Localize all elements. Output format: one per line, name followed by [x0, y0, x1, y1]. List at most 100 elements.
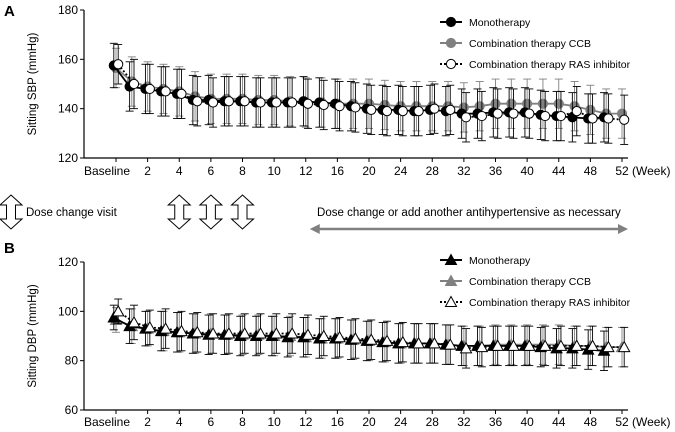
dose-change-or-add-label: Dose change or add another antihypertens…: [317, 207, 621, 219]
panel-b-data-point: [254, 326, 267, 339]
panel-a-data-point: [492, 108, 503, 119]
panel-a-data-point: [350, 102, 361, 113]
panel-b-data-point: [190, 325, 204, 338]
panel-b-data-point: [459, 341, 473, 354]
panel-a-data-point: [603, 113, 614, 124]
panel-b-x-tick-label: Baseline: [84, 415, 130, 429]
panel-a-data-point: [239, 96, 250, 107]
panel-a-data-point: [397, 106, 408, 117]
panel-a-y-axis-label: Sitting SBP (mmHg): [27, 32, 39, 135]
panel-b-legend-label: Combination therapy RAS inhibitor: [469, 297, 631, 309]
dose-change-legend-arrow-icon: [0, 194, 24, 230]
dose-change-arrow-icon: [198, 194, 224, 230]
panel-a-x-tick-label: 44: [552, 164, 566, 178]
dose-change-arrow-icon: [230, 194, 255, 230]
panel-b-x-tick-label: 10: [267, 415, 281, 429]
panel-a-letter: A: [4, 3, 15, 20]
dose-change-annotations: Dose change visit Dose change or add anot…: [0, 194, 628, 234]
panel-b-data-point: [522, 339, 536, 351]
panel-b-data-point: [285, 326, 299, 339]
panel-b-y-tick-label: 100: [58, 304, 78, 318]
panel-a-data-point: [460, 112, 472, 123]
panel-b-data-point: [412, 336, 425, 349]
panel-a-data-point: [223, 96, 234, 107]
panel-a-data-point: [207, 97, 219, 108]
panel-b-x-tick-label: 6: [208, 415, 215, 429]
panel-a-data-point: [176, 88, 187, 99]
panel-b-data-point: [111, 304, 125, 317]
panel-a-chart: A 120 140 160 180 Sitting SBP (mmHg) Baseline 2…: [4, 3, 670, 178]
dose-change-visit-label: Dose change visit: [26, 207, 118, 219]
panel-b-data-point: [475, 340, 489, 353]
panel-b-data-point: [333, 330, 346, 343]
panel-a-data-point: [144, 83, 155, 95]
panel-b-data-point: [570, 339, 584, 351]
panel-b-data-point: [143, 320, 157, 333]
panel-b-legend-label: Monotherapy: [469, 255, 531, 267]
panel-b-x-unit: (Week): [632, 415, 670, 429]
panel-a-legend-label: Combination therapy RAS inhibitor: [469, 59, 631, 71]
panel-b-y-tick-label: 60: [65, 403, 79, 417]
panel-b-data-point: [443, 338, 457, 350]
panel-b-data-point: [107, 310, 121, 323]
panel-a-data-point: [366, 104, 377, 116]
panel-b-data-point: [238, 326, 252, 339]
panel-b-legend-marker: [444, 295, 458, 307]
panel-a-data-point: [318, 99, 329, 111]
panel-b-x-tick-label: 20: [362, 415, 376, 429]
panel-b-data-point: [507, 339, 520, 351]
panel-a-x-tick-label: 28: [426, 164, 440, 178]
panel-b-x-tick-label: 44: [552, 415, 566, 429]
panel-a-x-tick-label: 52: [615, 164, 629, 178]
panel-a-y-tick-label: 180: [58, 3, 78, 17]
panel-a-x-tick-label: 36: [489, 164, 503, 178]
panel-a-series-2: [113, 44, 630, 145]
panel-a-data-point: [445, 104, 456, 116]
panel-a-data-point: [537, 98, 549, 109]
panel-b-legend-marker: [444, 253, 458, 265]
panel-a-data-point: [128, 78, 140, 90]
panel-a-legend-marker: [445, 58, 457, 70]
panel-b-y-tick-label: 120: [58, 255, 78, 269]
panel-a-data-point: [555, 110, 567, 122]
panel-a-x-tick-label: 40: [520, 164, 534, 178]
panel-a-x-tick-label: 10: [267, 164, 281, 178]
panel-a-data-point: [524, 108, 535, 119]
panel-a-data-point: [271, 97, 282, 108]
panel-b-x-tick-label: 2: [144, 415, 151, 429]
panel-b-data-point: [617, 340, 631, 353]
dose-change-arrow-icon: [166, 194, 192, 230]
panel-a-data-point: [192, 96, 203, 107]
panel-a-data-point: [506, 98, 517, 109]
panel-a-y-tick-label: 120: [58, 151, 78, 165]
panel-b-x-tick-label: 32: [457, 415, 471, 429]
panel-b-y-axis-label: Sitting DBP (mmHg): [27, 284, 39, 387]
panel-b-x-tick-label: 28: [426, 415, 440, 429]
panel-b-x-tick-label: 8: [239, 415, 246, 429]
panel-a-data-point: [508, 108, 519, 119]
panel-a-data-point: [522, 98, 533, 109]
panel-a-x-tick-label: 20: [362, 164, 376, 178]
panel-b-data-point: [428, 336, 441, 349]
panel-a-x-tick-label: 6: [208, 164, 215, 178]
panel-a-data-point: [476, 110, 487, 122]
panel-a-data-point: [571, 106, 582, 117]
panel-b-data-point: [175, 324, 188, 337]
panel-a-x-tick-label: 2: [144, 164, 151, 178]
panel-b-x-tick-label: 48: [584, 415, 598, 429]
panel-b-data-point: [538, 339, 552, 351]
panel-a-x-tick-label: 24: [394, 164, 408, 178]
panel-b-x-tick-label: 16: [331, 415, 345, 429]
panel-a-legend-marker: [445, 16, 457, 28]
panel-a-x-tick-label: 4: [176, 164, 183, 178]
panel-a-data-point: [302, 98, 314, 109]
panel-b-legend-marker: [444, 274, 458, 286]
panel-a-legend-label: Monotherapy: [469, 17, 531, 29]
panel-b-data-point: [206, 326, 220, 339]
panel-b-y-tick-label: 80: [65, 354, 79, 368]
panel-b-data-point: [349, 331, 362, 344]
panel-a-data-point: [490, 98, 501, 109]
panel-a-data-point: [619, 114, 630, 125]
